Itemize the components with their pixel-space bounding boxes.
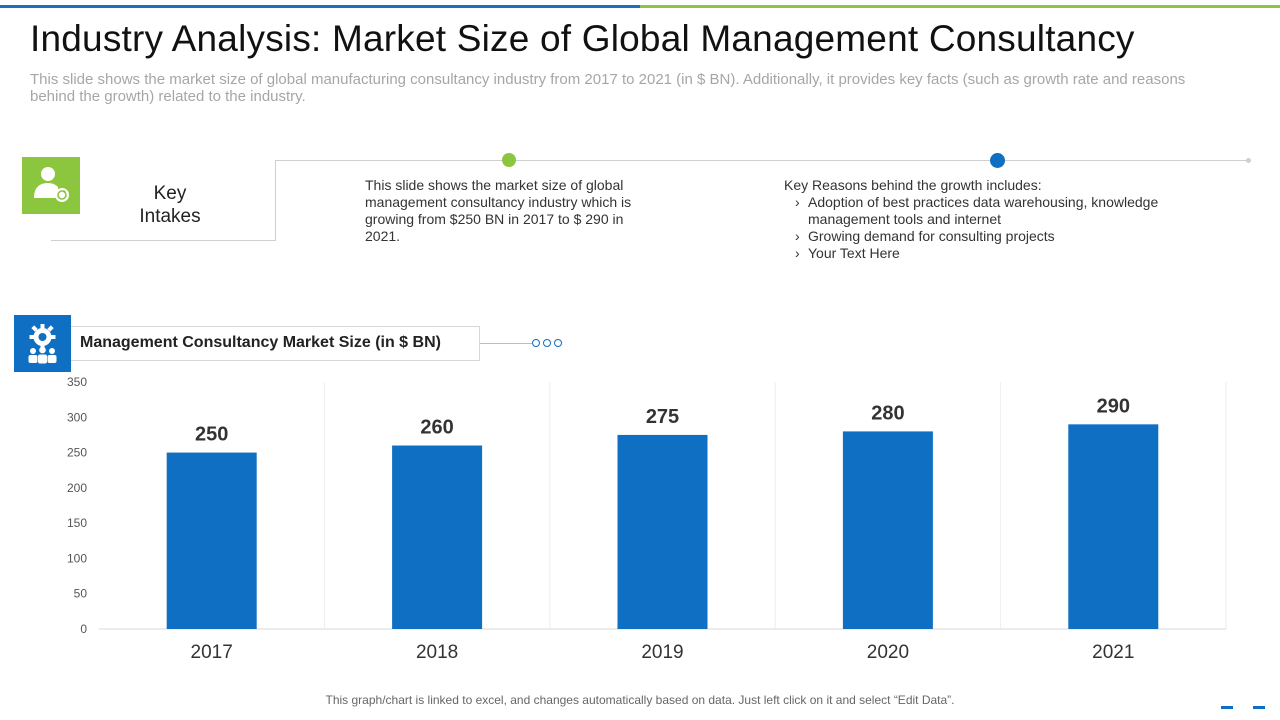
page-title: Industry Analysis: Market Size of Global… — [30, 18, 1135, 59]
footer-mark — [1221, 706, 1233, 709]
bar-2020 — [842, 431, 933, 629]
bar-2018 — [392, 445, 483, 629]
timeline-dot-end — [1246, 158, 1251, 163]
bar-chart: 0 50 100 150 200 250 300 350 250 2017 260 2018 275 20… — [67, 375, 1227, 663]
timeline-dot-blue — [990, 153, 1005, 168]
page-subtitle: This slide shows the market size of glob… — [30, 71, 1186, 105]
y-tick-label: 100 — [67, 551, 87, 565]
decor-dot — [532, 339, 540, 347]
bar-2019 — [617, 434, 708, 629]
user-refresh-icon — [22, 157, 80, 214]
chart-title-frame — [71, 326, 480, 361]
gear-team-icon — [14, 315, 71, 372]
growth-reason-item: Growing demand for consulting projects — [795, 228, 1204, 245]
key-intakes-frame — [51, 160, 276, 241]
data-label: 275 — [646, 406, 679, 428]
key-fact-text: This slide shows the market size of glob… — [365, 177, 632, 244]
growth-reason-item: Adoption of best practices data warehous… — [795, 194, 1204, 228]
data-label: 280 — [871, 402, 904, 424]
y-tick-label: 200 — [67, 481, 87, 495]
y-tick-label: 0 — [80, 622, 87, 636]
footer-mark — [1253, 706, 1265, 709]
top-accent-bar-blue — [0, 5, 640, 8]
growth-reasons-heading: Key Reasons behind the growth includes: — [784, 177, 1042, 193]
x-tick-label: 2018 — [416, 642, 458, 663]
bar-2017 — [166, 452, 257, 629]
timeline-dot-green — [502, 153, 516, 167]
growth-reason-item: Your Text Here — [795, 245, 1204, 262]
growth-reasons-list: Adoption of best practices data warehous… — [784, 194, 1204, 262]
key-intakes-label-line1: Key — [153, 183, 187, 204]
timeline-line — [275, 160, 1250, 161]
data-label: 250 — [195, 424, 228, 446]
y-tick-label: 150 — [67, 516, 87, 530]
chart-title-connector — [480, 343, 532, 344]
growth-reasons: Key Reasons behind the growth includes: … — [784, 177, 1204, 262]
y-tick-label: 300 — [67, 410, 87, 424]
decor-dot — [543, 339, 551, 347]
key-intakes-label: Key Intakes — [110, 182, 230, 228]
x-tick-label: 2021 — [1092, 642, 1134, 663]
x-tick-label: 2017 — [191, 642, 233, 663]
chart-title: Management Consultancy Market Size (in $… — [80, 334, 441, 351]
data-label: 260 — [420, 417, 453, 439]
x-tick-label: 2019 — [641, 642, 683, 663]
bar-2021 — [1068, 424, 1159, 629]
y-tick-label: 50 — [74, 587, 88, 601]
decor-dot — [554, 339, 562, 347]
top-accent-bar-green — [640, 5, 1280, 8]
y-tick-label: 250 — [67, 446, 87, 460]
footer-note: This graph/chart is linked to excel, and… — [325, 693, 955, 707]
x-tick-label: 2020 — [867, 642, 909, 663]
key-intakes-label-line2: Intakes — [139, 206, 201, 227]
y-tick-label: 350 — [67, 375, 87, 389]
data-label: 290 — [1097, 395, 1130, 417]
